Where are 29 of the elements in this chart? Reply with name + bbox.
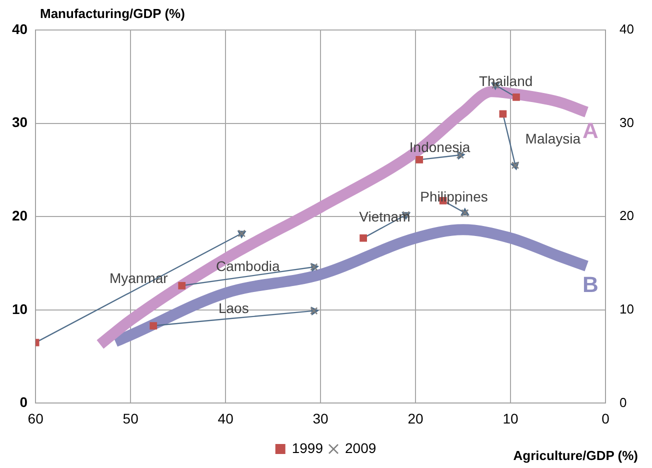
series-label: B	[582, 272, 598, 298]
series-label: Malaysia	[525, 130, 581, 146]
series-label: Laos	[218, 300, 249, 316]
x-tick-label: 50	[122, 410, 139, 426]
x-tick-label: 0	[602, 410, 610, 426]
legend-label: 2009	[345, 440, 376, 456]
y2-tick-label: 10	[620, 301, 634, 316]
y2-tick-label: 0	[620, 394, 627, 410]
legend-label: 1999	[292, 440, 324, 456]
y-axis-title: Manufacturing/GDP (%)	[40, 6, 185, 21]
series-label: A	[582, 118, 599, 144]
series-label: Thailand	[478, 72, 533, 89]
y2-tick-label: 30	[620, 114, 634, 130]
y-tick-label: 20	[12, 207, 28, 224]
x-tick-label: 20	[408, 410, 424, 426]
series-label: Cambodia	[216, 258, 280, 274]
x-tick-label: 30	[312, 410, 329, 426]
y-tick-label: 10	[12, 300, 28, 317]
x-tick-label: 10	[502, 410, 519, 426]
x-axis-title: Agriculture/GDP (%)	[513, 448, 638, 463]
y-tick-label: 0	[20, 394, 28, 410]
y2-tick-label: 20	[620, 208, 634, 224]
y2-tick-label: 40	[620, 22, 634, 37]
x-tick-label: 40	[218, 410, 234, 426]
y-tick-label: 40	[12, 20, 28, 37]
series-label: Indonesia	[409, 139, 470, 156]
x-tick-label: 60	[28, 410, 44, 426]
series-label: Philippines	[420, 188, 488, 205]
y-tick-label: 30	[12, 114, 28, 130]
